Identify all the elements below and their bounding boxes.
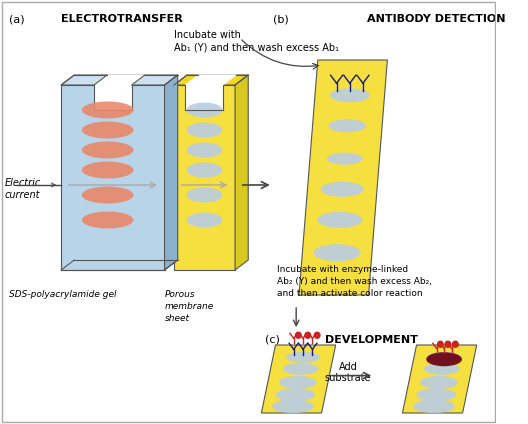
Ellipse shape [186,103,222,117]
Circle shape [314,332,320,338]
Ellipse shape [82,162,134,179]
Circle shape [438,341,443,347]
Text: Incubate with enzyme-linked
Ab₂ (Υ) and then wash excess Ab₂,
and then activate : Incubate with enzyme-linked Ab₂ (Υ) and … [277,265,432,298]
Ellipse shape [327,153,363,165]
Ellipse shape [82,122,134,139]
Bar [174,85,235,270]
Polygon shape [299,60,388,295]
Ellipse shape [426,352,462,366]
Ellipse shape [82,142,134,159]
Polygon shape [235,75,248,270]
Text: Electric
current: Electric current [5,178,41,200]
Ellipse shape [279,376,317,389]
Ellipse shape [82,212,134,229]
Text: (c): (c) [265,335,280,345]
Ellipse shape [276,388,315,401]
Text: (a): (a) [10,14,25,24]
Polygon shape [174,75,248,85]
Ellipse shape [317,212,362,228]
Ellipse shape [283,363,318,375]
Ellipse shape [320,182,364,197]
Text: Incubate with: Incubate with [174,30,241,40]
Ellipse shape [424,363,459,375]
Ellipse shape [413,399,455,413]
Circle shape [445,341,451,347]
Text: DEVELOPMENT: DEVELOPMENT [325,335,418,345]
Polygon shape [61,75,178,85]
Ellipse shape [186,123,222,137]
Text: SDS-polyacrylamide gel: SDS-polyacrylamide gel [10,290,117,299]
Ellipse shape [186,162,222,178]
Ellipse shape [427,352,461,363]
Text: Porous
membrane
sheet: Porous membrane sheet [165,290,214,323]
Circle shape [452,341,458,347]
Bar [94,85,131,110]
Circle shape [305,332,310,338]
Text: (b): (b) [272,14,288,24]
Ellipse shape [186,212,222,228]
Text: ELECTROTRANSFER: ELECTROTRANSFER [61,14,183,24]
Polygon shape [261,345,336,413]
Ellipse shape [186,142,222,157]
Text: Ab₁ (Υ) and then wash excess Ab₁: Ab₁ (Υ) and then wash excess Ab₁ [174,42,339,52]
Ellipse shape [186,187,222,203]
Ellipse shape [82,101,134,118]
Ellipse shape [417,388,456,401]
Polygon shape [94,75,145,85]
Text: Add
substrate: Add substrate [325,362,371,383]
Ellipse shape [420,376,458,389]
Ellipse shape [82,187,134,204]
Polygon shape [185,75,236,85]
Bar [61,85,165,270]
Ellipse shape [286,352,320,363]
Ellipse shape [314,244,361,261]
Polygon shape [402,345,477,413]
Ellipse shape [328,119,366,132]
Bar [185,85,223,110]
Text: ANTIBODY DETECTION: ANTIBODY DETECTION [367,14,505,24]
Ellipse shape [330,88,370,102]
Ellipse shape [272,399,314,413]
Circle shape [296,332,301,338]
Polygon shape [165,75,178,270]
